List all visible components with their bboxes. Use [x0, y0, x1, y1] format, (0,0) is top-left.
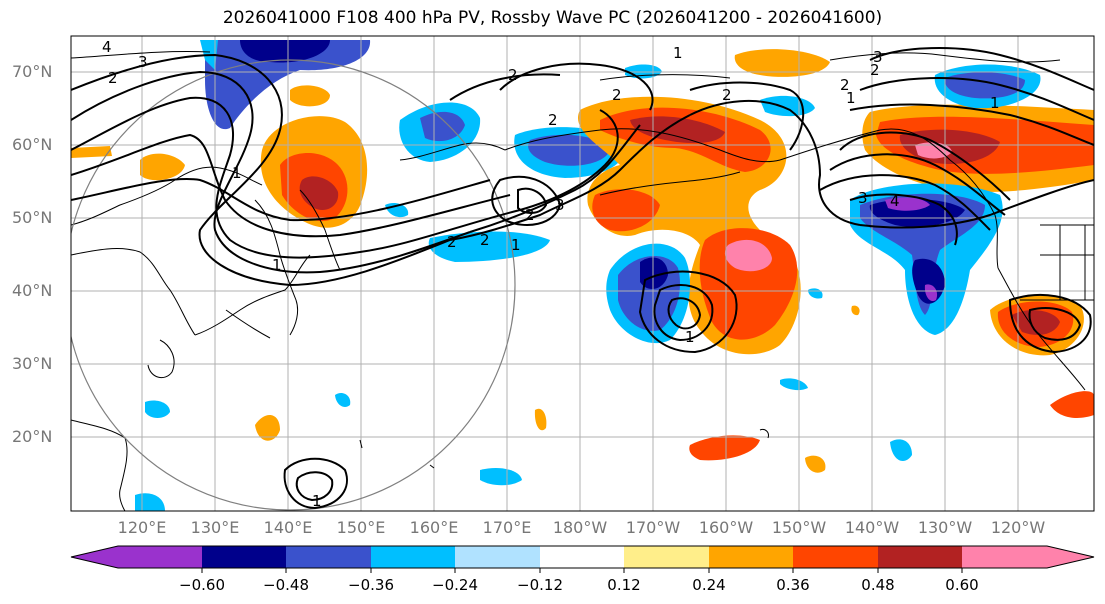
colorbar-extend-high: [1047, 546, 1094, 568]
contour-label: 3: [858, 189, 868, 207]
contour-label: 2: [840, 76, 850, 94]
pc-contours: [71, 47, 1094, 510]
lon-label: 130°E: [190, 518, 240, 537]
colorbar-tick-label: 0.12: [607, 576, 641, 594]
contour-label: 1: [990, 94, 1000, 112]
coastlines: [71, 51, 1094, 511]
contour-label: 2: [525, 206, 535, 224]
colorbar-tick-label: 0.36: [776, 576, 810, 594]
contour-label: 1: [685, 328, 695, 346]
colorbar-segment: [709, 546, 793, 568]
colorbar-tick-label: 0.60: [945, 576, 979, 594]
contour-label: 3: [555, 196, 565, 214]
contour-label: 2: [722, 86, 732, 104]
contour-label: 3: [873, 48, 883, 66]
map-frame: [70, 35, 1095, 512]
colorbar-segment: [202, 546, 286, 568]
figure-title: 2026041000 F108 400 hPa PV, Rossby Wave …: [222, 8, 883, 28]
colorbar-segment: [540, 546, 624, 568]
lon-label: 170°E: [482, 518, 532, 537]
contour-label: 2: [447, 233, 457, 251]
lat-label: 60°N: [12, 135, 53, 154]
colorbar-tick-label: 0.24: [692, 576, 726, 594]
lat-label: 20°N: [12, 427, 53, 446]
contour-label: 4: [890, 192, 900, 210]
contour-label: 4: [102, 38, 112, 56]
lon-label: 130°W: [917, 518, 973, 537]
pv-anomaly-shading: [71, 40, 1094, 511]
map-area: 4 3 2 2 2 1 1 2 2 3 2 2 1 1 2 2 3 2 1 1 …: [71, 36, 1094, 511]
contour-label-group: 4 3 2 2 2 1 1 2 2 3 2 2 1 1 2 2 3 2 1 1 …: [102, 38, 1000, 510]
contour-label: 2: [612, 86, 622, 104]
lon-label: 160°E: [409, 518, 459, 537]
colorbar-tick-label: −0.12: [517, 576, 563, 594]
colorbar: [70, 545, 1095, 573]
colorbar-tick-label: 0.48: [861, 576, 895, 594]
lon-label: 150°W: [771, 518, 827, 537]
lat-label: 70°N: [12, 62, 53, 81]
contour-label: 2: [108, 69, 118, 87]
contour-label: 1: [673, 44, 683, 62]
contour-label: 2: [508, 66, 518, 84]
colorbar-segment: [371, 546, 455, 568]
colorbar-segment: [624, 546, 709, 568]
colorbar-segment: [793, 546, 878, 568]
colorbar-segment: [455, 546, 540, 568]
contour-label: 1: [511, 236, 521, 254]
colorbar-tick-label: −0.24: [432, 576, 478, 594]
colorbar-tick-label: −0.48: [263, 576, 309, 594]
lon-label: 180°W: [552, 518, 608, 537]
lon-label: 120°W: [990, 518, 1046, 537]
colorbar-segment: [962, 546, 1047, 568]
contour-label: 3: [138, 53, 148, 71]
lon-label: 120°E: [117, 518, 167, 537]
colorbar-tick-label: −0.60: [179, 576, 225, 594]
contour-label: 2: [480, 231, 490, 249]
range-circle: [71, 59, 516, 511]
lon-label: 140°E: [263, 518, 313, 537]
colorbar-segment: [878, 546, 962, 568]
colorbar-segment: [118, 546, 202, 568]
lat-label: 50°N: [12, 208, 53, 227]
lon-label: 150°E: [336, 518, 386, 537]
contour-label: 2: [548, 111, 558, 129]
colorbar-segment: [286, 546, 371, 568]
contour-label: 2: [870, 61, 880, 79]
lon-label: 140°W: [844, 518, 900, 537]
graticule: [71, 36, 1094, 511]
lon-label: 160°W: [698, 518, 754, 537]
colorbar-extend-low: [71, 546, 118, 568]
contour-label: 1: [312, 492, 322, 510]
lat-label: 30°N: [12, 354, 53, 373]
contour-label: 1: [272, 256, 282, 274]
lon-label: 170°W: [625, 518, 681, 537]
lat-label: 40°N: [12, 281, 53, 300]
colorbar-tick-label: −0.36: [348, 576, 394, 594]
contour-label: 1: [232, 164, 242, 182]
contour-label: 1: [846, 89, 856, 107]
